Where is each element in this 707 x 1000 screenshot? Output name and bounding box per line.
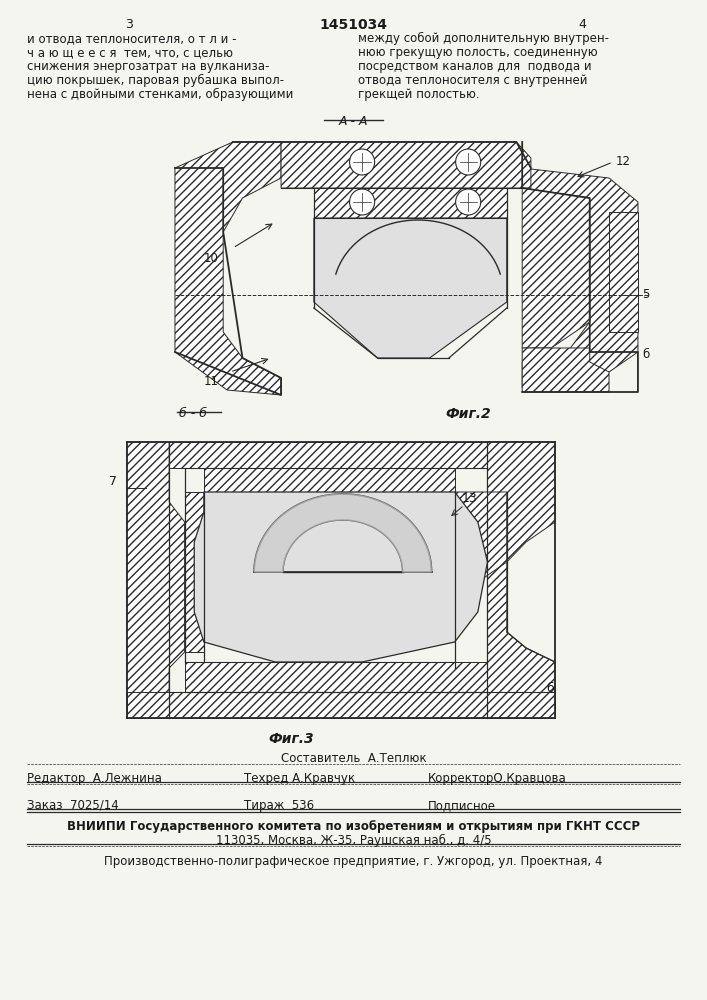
Text: 4: 4 (578, 18, 586, 31)
Polygon shape (194, 492, 487, 662)
Text: нена с двойными стенками, образующими: нена с двойными стенками, образующими (28, 88, 294, 101)
Polygon shape (522, 348, 609, 392)
Text: 12: 12 (616, 155, 631, 168)
Circle shape (455, 189, 481, 215)
Text: Составитель  А.Теплюк: Составитель А.Теплюк (281, 752, 426, 765)
Polygon shape (169, 442, 487, 468)
Text: Техред А.Кравчук: Техред А.Кравчук (245, 772, 356, 785)
Circle shape (349, 149, 375, 175)
Text: посредством каналов для  подвода и: посредством каналов для подвода и (358, 60, 592, 73)
Polygon shape (522, 188, 590, 348)
Text: Производственно-полиграфическое предприятие, г. Ужгород, ул. Проектная, 4: Производственно-полиграфическое предприя… (104, 855, 602, 868)
Text: А - А: А - А (339, 115, 368, 128)
Polygon shape (455, 492, 507, 582)
Text: снижения энергозатрат на вулканиза-: снижения энергозатрат на вулканиза- (28, 60, 270, 73)
Polygon shape (314, 218, 507, 358)
Text: 7: 7 (110, 475, 117, 488)
Polygon shape (254, 494, 431, 572)
Text: Заказ  7025/14: Заказ 7025/14 (28, 799, 119, 812)
Text: Тираж  536: Тираж 536 (245, 799, 315, 812)
Text: между собой дополнительную внутрен-: между собой дополнительную внутрен- (358, 32, 609, 45)
Text: 5: 5 (642, 288, 649, 301)
Polygon shape (314, 188, 507, 218)
Text: ВНИИПИ Государственного комитета по изобретениям и открытиям при ГКНТ СССР: ВНИИПИ Государственного комитета по изоб… (67, 820, 640, 833)
Text: 13: 13 (462, 492, 477, 505)
Text: Фиг.2: Фиг.2 (445, 407, 491, 421)
Polygon shape (609, 212, 638, 332)
Polygon shape (185, 492, 204, 652)
Polygon shape (185, 662, 487, 692)
Polygon shape (522, 168, 638, 388)
Text: 11: 11 (204, 375, 219, 388)
Polygon shape (487, 442, 555, 712)
Polygon shape (163, 122, 655, 405)
Text: и отвода теплоносителя, о т л и -: и отвода теплоносителя, о т л и - (28, 32, 237, 45)
Circle shape (455, 149, 481, 175)
Text: Редактор  А.Лежнина: Редактор А.Лежнина (28, 772, 163, 785)
Text: Фиг.3: Фиг.3 (268, 732, 313, 746)
Polygon shape (281, 142, 531, 188)
Text: цию покрышек, паровая рубашка выпол-: цию покрышек, паровая рубашка выпол- (28, 74, 284, 87)
Polygon shape (175, 142, 281, 395)
Text: Подписное: Подписное (428, 799, 496, 812)
Polygon shape (204, 468, 455, 492)
Text: б: б (547, 682, 554, 695)
Text: грекщей полостью.: грекщей полостью. (358, 88, 480, 101)
Text: отвода теплоносителя с внутренней: отвода теплоносителя с внутренней (358, 74, 588, 87)
Text: ч а ю щ е е с я  тем, что, с целью: ч а ю щ е е с я тем, что, с целью (28, 46, 233, 59)
Text: 10: 10 (204, 252, 218, 265)
Text: 1451034: 1451034 (320, 18, 387, 32)
Circle shape (349, 189, 375, 215)
Text: нюю грекущую полость, соединенную: нюю грекущую полость, соединенную (358, 46, 598, 59)
Text: 113035, Москва, Ж-35, Раушская наб., д. 4/5: 113035, Москва, Ж-35, Раушская наб., д. … (216, 834, 491, 847)
Text: б - б: б - б (179, 407, 207, 420)
Text: б: б (642, 348, 649, 361)
Polygon shape (127, 442, 185, 712)
Text: 3: 3 (124, 18, 133, 31)
Polygon shape (115, 418, 606, 728)
Text: КорректорО.Кравцова: КорректорО.Кравцова (428, 772, 566, 785)
Polygon shape (127, 692, 555, 718)
